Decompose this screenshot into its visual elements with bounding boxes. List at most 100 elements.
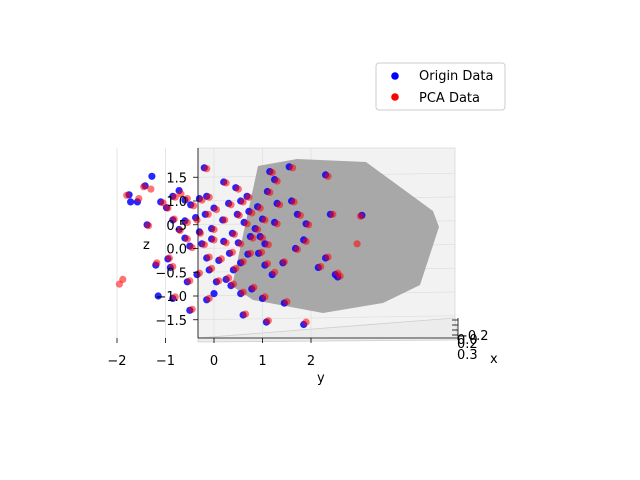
pca-data-point <box>153 259 161 267</box>
pca-data-point <box>289 164 297 172</box>
pca-data-point <box>235 211 243 219</box>
z-gridline <box>197 315 456 321</box>
pca-data-point <box>225 274 233 282</box>
pca-data-point <box>159 199 167 207</box>
z-tick-label: 0.5 <box>166 219 187 234</box>
pca-data-point <box>273 177 281 185</box>
pca-data-point <box>302 237 310 245</box>
pca-data-point <box>356 212 365 220</box>
pca-data-point <box>254 225 262 234</box>
pca-data-point <box>261 216 269 224</box>
legend-frame <box>375 62 506 111</box>
pca-data-point <box>334 269 342 277</box>
pca-data-point <box>171 193 179 201</box>
pca-data-point <box>200 241 208 249</box>
z-tick-label: −1.0 <box>155 290 187 305</box>
pca-data-point <box>176 226 184 234</box>
pca-data-point <box>183 218 191 226</box>
pca-data-point <box>135 195 143 203</box>
pca-data-point <box>188 305 196 313</box>
pca-data-point <box>241 310 250 318</box>
pca-data-point <box>169 263 177 271</box>
z-tick-label: −1.5 <box>155 314 187 329</box>
legend-label-origin: Origin Data <box>419 69 493 84</box>
pca-data-point <box>302 318 310 326</box>
pca-data-point <box>230 230 238 238</box>
pca-data-point <box>210 236 218 244</box>
fitted-plane <box>232 159 439 313</box>
pca-data-point <box>171 293 179 301</box>
pca-data-point <box>290 198 298 206</box>
pca-data-point <box>305 221 313 229</box>
pca-data-point <box>147 185 155 193</box>
legend-label-pca: PCA Data <box>419 91 480 106</box>
pca-data-point <box>228 248 236 256</box>
pca-data-point <box>221 216 229 224</box>
pca-data-point <box>170 215 178 223</box>
pca-data-point <box>229 280 237 288</box>
pca-data-point <box>232 264 240 272</box>
pca-data-point <box>353 240 361 248</box>
y-axis-label: y <box>317 371 325 386</box>
x-tick-label: −0.2 <box>457 329 489 344</box>
pca-data-point <box>204 210 212 218</box>
pca-data-point <box>273 220 281 228</box>
pca-data-point <box>210 225 218 234</box>
pca-data-point <box>246 249 254 257</box>
pca-data-point <box>324 172 332 180</box>
pca-data-point <box>271 268 279 276</box>
z-tick-label: −0.5 <box>155 266 187 281</box>
z-tick-label: 0.0 <box>166 243 187 258</box>
z-axis-label: z <box>143 238 150 253</box>
y-tick-label: −2 <box>107 354 126 369</box>
pca-data-point <box>264 317 272 325</box>
pca-data-point <box>250 283 258 291</box>
pca-data-point <box>261 293 269 301</box>
z-tick-label: 1.5 <box>166 171 187 186</box>
pca-data-point <box>268 168 276 177</box>
pca-data-point <box>227 201 235 209</box>
pca-data-point <box>296 211 304 219</box>
pca-data-point <box>283 298 291 306</box>
pca-data-point <box>193 216 201 224</box>
pca-data-point <box>257 248 266 256</box>
x-tick-label: 0.0 <box>457 333 478 348</box>
legend-marker-origin <box>391 72 399 80</box>
pca-data-point <box>280 258 288 266</box>
pca-data-point <box>215 277 223 285</box>
pca-data-point <box>205 253 213 261</box>
pca-data-point <box>317 263 325 271</box>
pca-data-point <box>195 269 203 277</box>
y-tick-label: −1 <box>156 354 175 369</box>
x-tick-label: 0.3 <box>457 348 478 363</box>
pca-data-point <box>256 204 264 212</box>
legend-marker-pca <box>391 93 399 101</box>
pca-data-point <box>165 254 173 262</box>
pca-data-point <box>208 264 216 272</box>
tick-labels: −2 −1 0 1 21.51.00.50.0−0.5−1.0−1.5−0.20.00.… <box>107 171 488 369</box>
pca-data-point <box>183 235 191 243</box>
axes <box>197 148 459 340</box>
pca-data-point <box>186 277 194 285</box>
pca-data-point <box>203 165 211 173</box>
z-tick-label: 1.0 <box>166 195 187 210</box>
pca-data-point <box>245 193 253 201</box>
y-tick-label: 0 <box>210 354 218 369</box>
pca-data-point <box>293 245 301 253</box>
pca-data-point <box>177 190 185 198</box>
pca-data-point <box>239 258 247 266</box>
pca-data-point <box>183 195 191 203</box>
pca-data-point <box>217 255 225 263</box>
origin-data-point <box>154 292 162 300</box>
pca-data-point <box>248 209 256 217</box>
pca-data-point <box>123 191 131 199</box>
x-axis-label: x <box>490 352 498 367</box>
pca-data-point <box>205 193 213 201</box>
pca-data-point <box>234 185 242 193</box>
pca-data-point <box>190 202 198 210</box>
pca-data-point <box>266 188 274 196</box>
pca-data-point <box>198 196 206 204</box>
pca-data-point <box>205 294 213 302</box>
origin-data-point <box>148 172 156 180</box>
